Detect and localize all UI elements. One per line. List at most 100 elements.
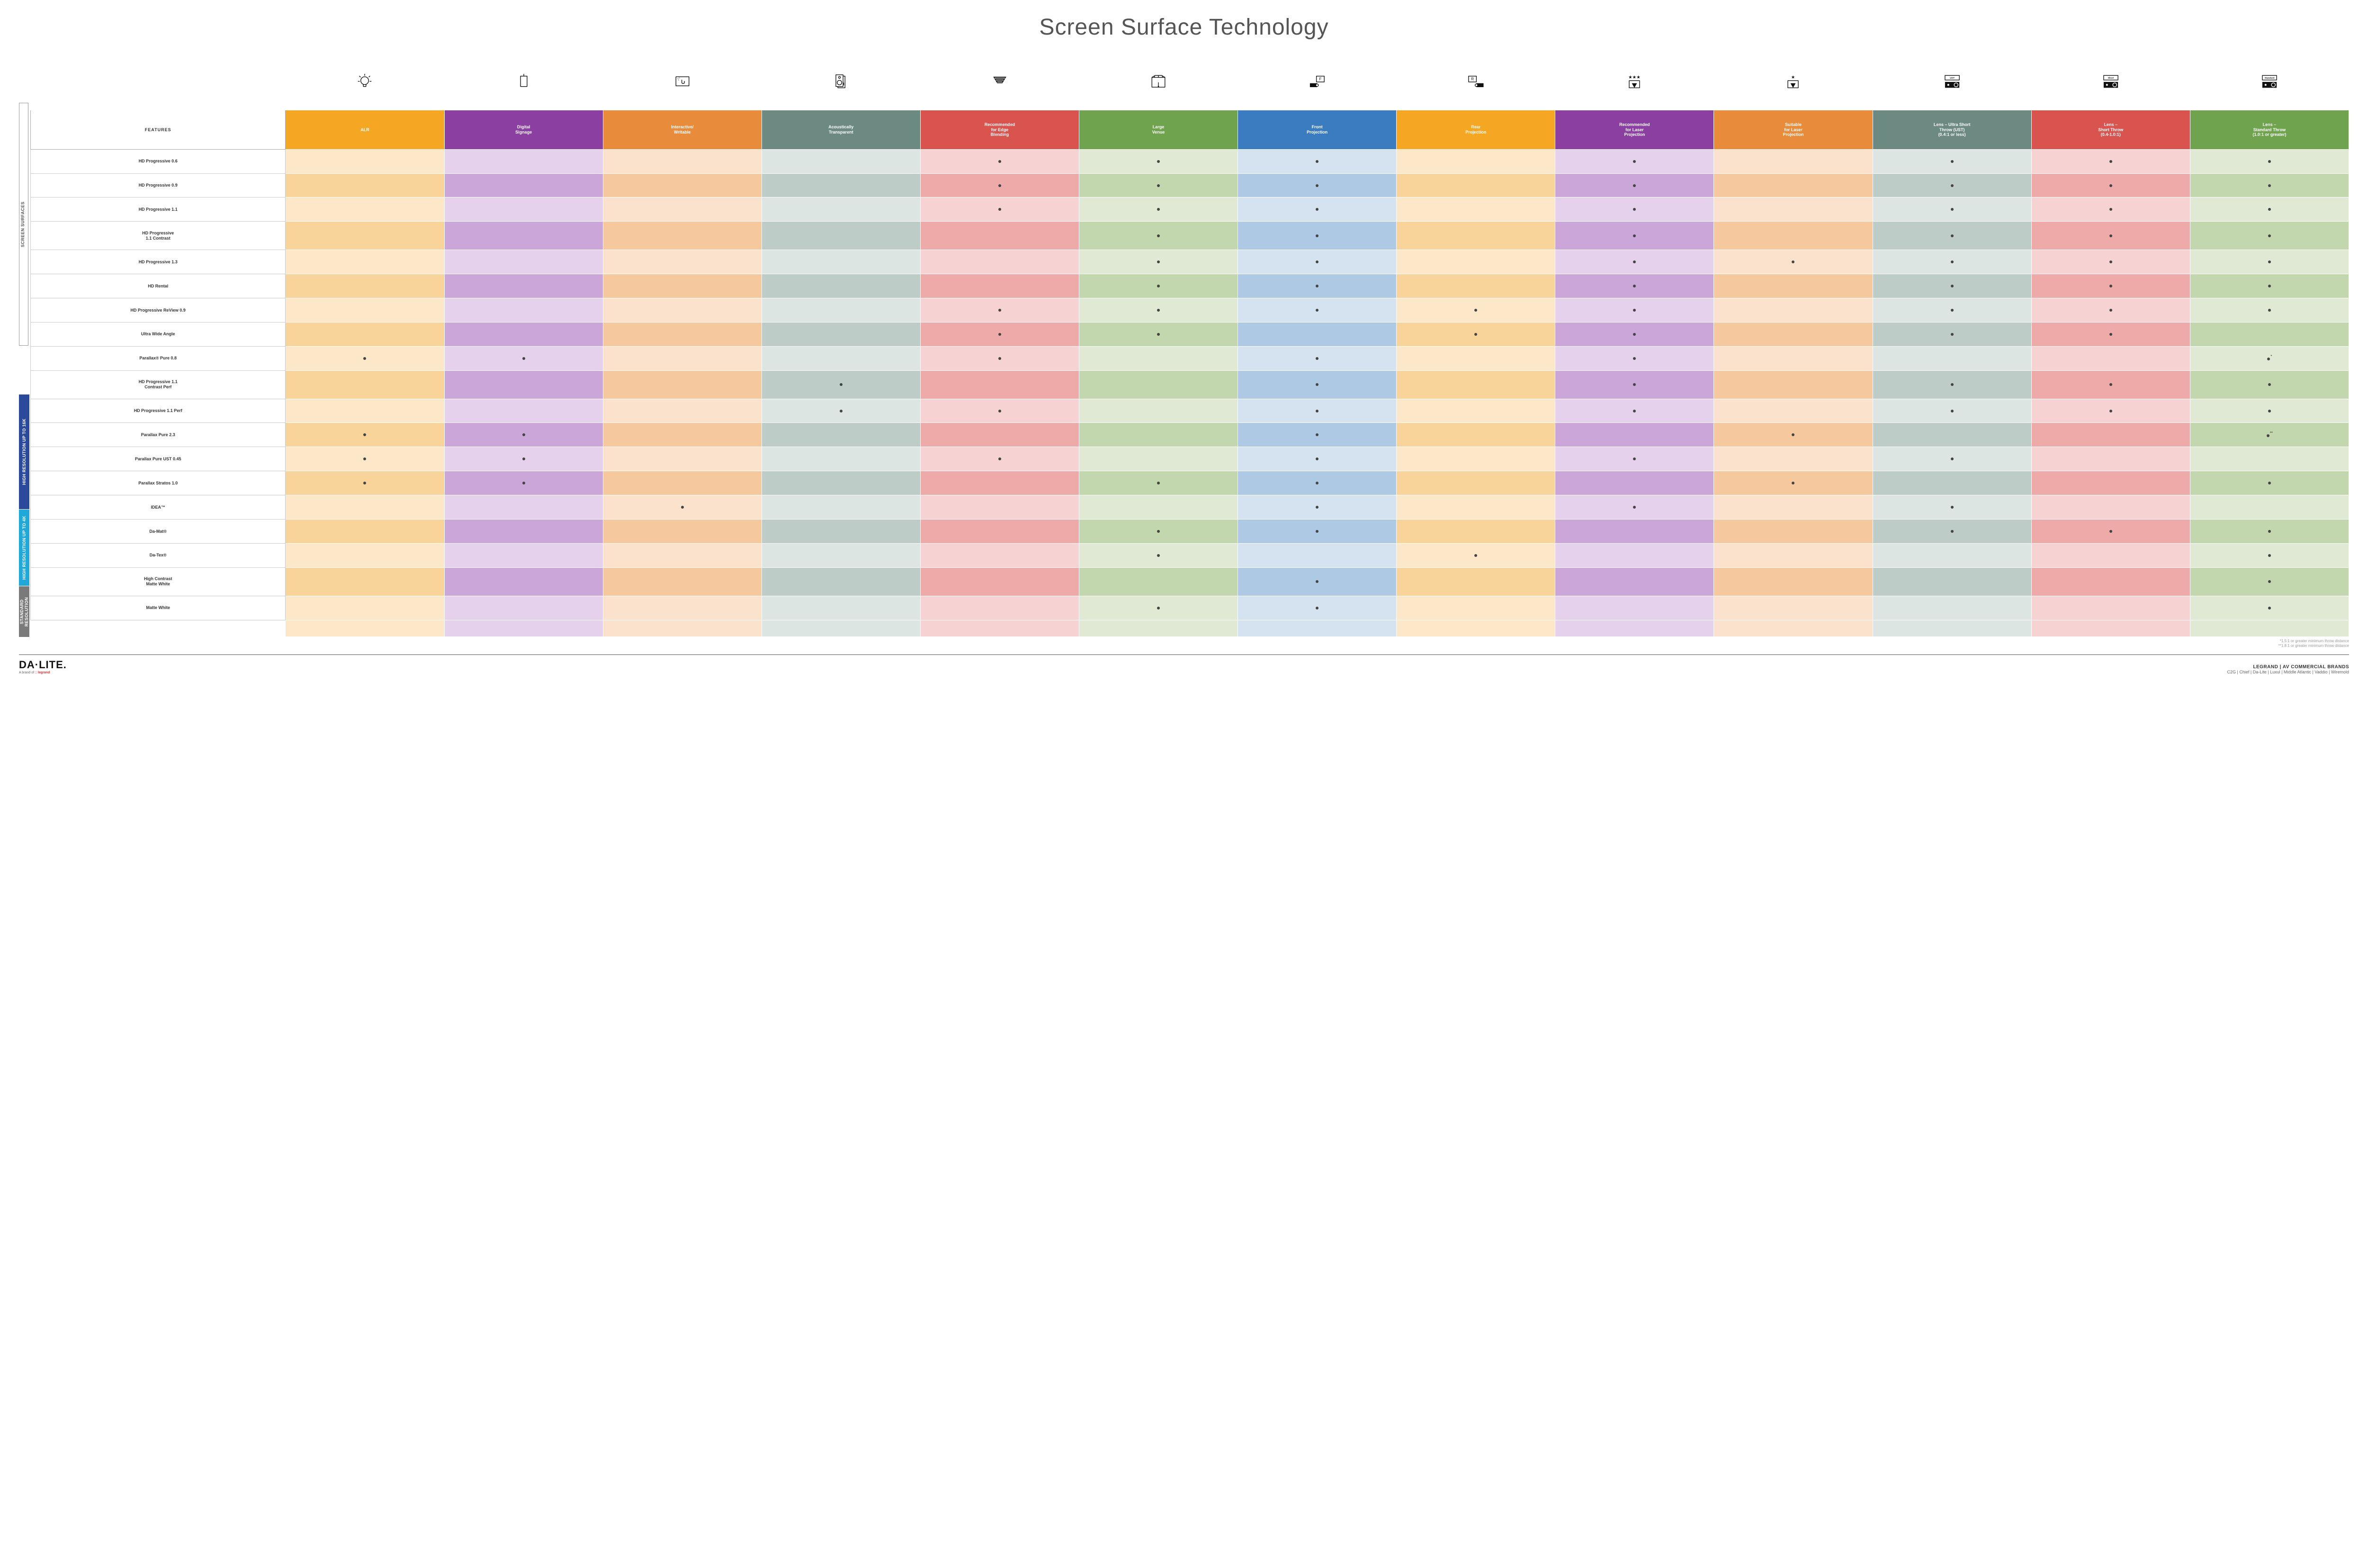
grid-cell — [1714, 250, 1873, 274]
grid-cell — [1555, 520, 1714, 544]
spacer-cell — [1555, 620, 1714, 636]
dot-icon — [1316, 482, 1319, 484]
grid-cell — [286, 596, 444, 620]
dot-icon — [522, 357, 525, 360]
grid-cell — [2031, 370, 2190, 399]
grid-cell — [1555, 399, 1714, 423]
grid-cell — [2190, 567, 2349, 596]
dot-icon — [2109, 208, 2112, 211]
table-row: HD Progressive 1.1Contrast Perf — [31, 370, 2349, 399]
dot-icon — [1316, 160, 1319, 163]
grid-cell — [1238, 423, 1397, 447]
grid-cell — [1397, 346, 1555, 370]
dot-icon — [1157, 184, 1160, 187]
grid-cell — [603, 173, 762, 197]
column-icon-cell: R — [1397, 55, 1555, 110]
grid-cell — [1714, 274, 1873, 298]
grid-cell — [920, 543, 1079, 567]
row-label: Da-Mat® — [31, 520, 286, 544]
dot-icon — [998, 309, 1001, 312]
grid-cell — [286, 346, 444, 370]
grid-cell — [603, 149, 762, 173]
dot-icon — [1633, 383, 1636, 386]
column-header: Recommendedfor EdgeBlending — [920, 110, 1079, 149]
dot-icon — [1316, 607, 1319, 609]
dot-icon — [1316, 433, 1319, 436]
row-label: HD Progressive1.1 Contrast — [31, 222, 286, 250]
dot-icon — [1157, 160, 1160, 163]
row-label: HD Progressive 0.6 — [31, 149, 286, 173]
table-row: Parallax® Pure 0.8* — [31, 346, 2349, 370]
column-header: Interactive/Writable — [603, 110, 762, 149]
dot-icon — [1157, 607, 1160, 609]
svg-text:F: F — [1319, 77, 1321, 81]
rear-icon: R — [1465, 72, 1486, 92]
grid-cell — [1397, 222, 1555, 250]
grid-cell — [1555, 346, 1714, 370]
dot-icon — [1316, 457, 1319, 460]
dot-icon — [681, 506, 684, 509]
grid-cell — [920, 274, 1079, 298]
grid-cell — [1238, 346, 1397, 370]
grid-cell — [920, 567, 1079, 596]
dot-icon — [1633, 457, 1636, 460]
grid-cell — [1714, 423, 1873, 447]
grid-cell — [286, 543, 444, 567]
table-row: Ultra Wide Angle — [31, 322, 2349, 346]
grid-cell — [1714, 520, 1873, 544]
column-icon-cell — [762, 55, 920, 110]
column-header: Lens –Standard Throw(1.0:1 or greater) — [2190, 110, 2349, 149]
dot-icon — [522, 433, 525, 436]
dot-icon — [1157, 482, 1160, 484]
svg-text:R: R — [1471, 77, 1474, 81]
grid-cell — [2031, 149, 2190, 173]
grid-cell — [444, 322, 603, 346]
grid-cell — [1714, 222, 1873, 250]
grid-cell — [1079, 543, 1238, 567]
table-row: IDEA™ — [31, 495, 2349, 520]
row-label: Matte White — [31, 596, 286, 620]
dot-icon — [1157, 530, 1160, 533]
grid-cell — [920, 447, 1079, 471]
grid-cell — [762, 346, 920, 370]
grid-cell — [1079, 197, 1238, 222]
grid-cell — [2190, 596, 2349, 620]
grid-cell — [2031, 596, 2190, 620]
grid-cell — [603, 222, 762, 250]
grid-cell — [1079, 298, 1238, 323]
grid-cell — [1714, 543, 1873, 567]
footnotes: *1.5:1 or greater minimum throw distance… — [19, 639, 2349, 649]
grid-cell — [1079, 370, 1238, 399]
dot-icon — [1316, 260, 1319, 263]
grid-cell — [2190, 149, 2349, 173]
dot-icon — [2268, 234, 2271, 237]
table-row: HD Progressive 1.3 — [31, 250, 2349, 274]
grid-cell — [1079, 149, 1238, 173]
grid-cell — [1555, 250, 1714, 274]
grid-cell — [920, 495, 1079, 520]
grid-cell — [1555, 495, 1714, 520]
grid-cell — [1714, 447, 1873, 471]
grid-cell — [1873, 495, 2031, 520]
grid-cell — [1238, 471, 1397, 495]
grid-cell — [1079, 423, 1238, 447]
grid-cell — [2031, 197, 2190, 222]
grid-cell — [1238, 274, 1397, 298]
dot-icon — [2268, 184, 2271, 187]
dot-icon — [1633, 333, 1636, 336]
grid-cell — [603, 520, 762, 544]
grid-cell — [1714, 346, 1873, 370]
table-row: Da-Mat® — [31, 520, 2349, 544]
row-label: HD Progressive 1.3 — [31, 250, 286, 274]
grid-cell — [1238, 322, 1397, 346]
dot-icon — [1951, 457, 1954, 460]
row-label: Parallax Pure 2.3 — [31, 423, 286, 447]
spacer-cell — [1238, 620, 1397, 636]
grid-cell — [1079, 399, 1238, 423]
blend-icon — [989, 72, 1010, 92]
comparison-table: FR★★★★USTShortStandardFEATURESALRDigital… — [30, 54, 2349, 637]
grid-cell — [286, 495, 444, 520]
chart-wrapper: SCREEN SURFACESHIGH RESOLUTION UP TO 16K… — [19, 54, 2349, 637]
dot-icon — [1474, 333, 1477, 336]
dot-icon — [2268, 260, 2271, 263]
